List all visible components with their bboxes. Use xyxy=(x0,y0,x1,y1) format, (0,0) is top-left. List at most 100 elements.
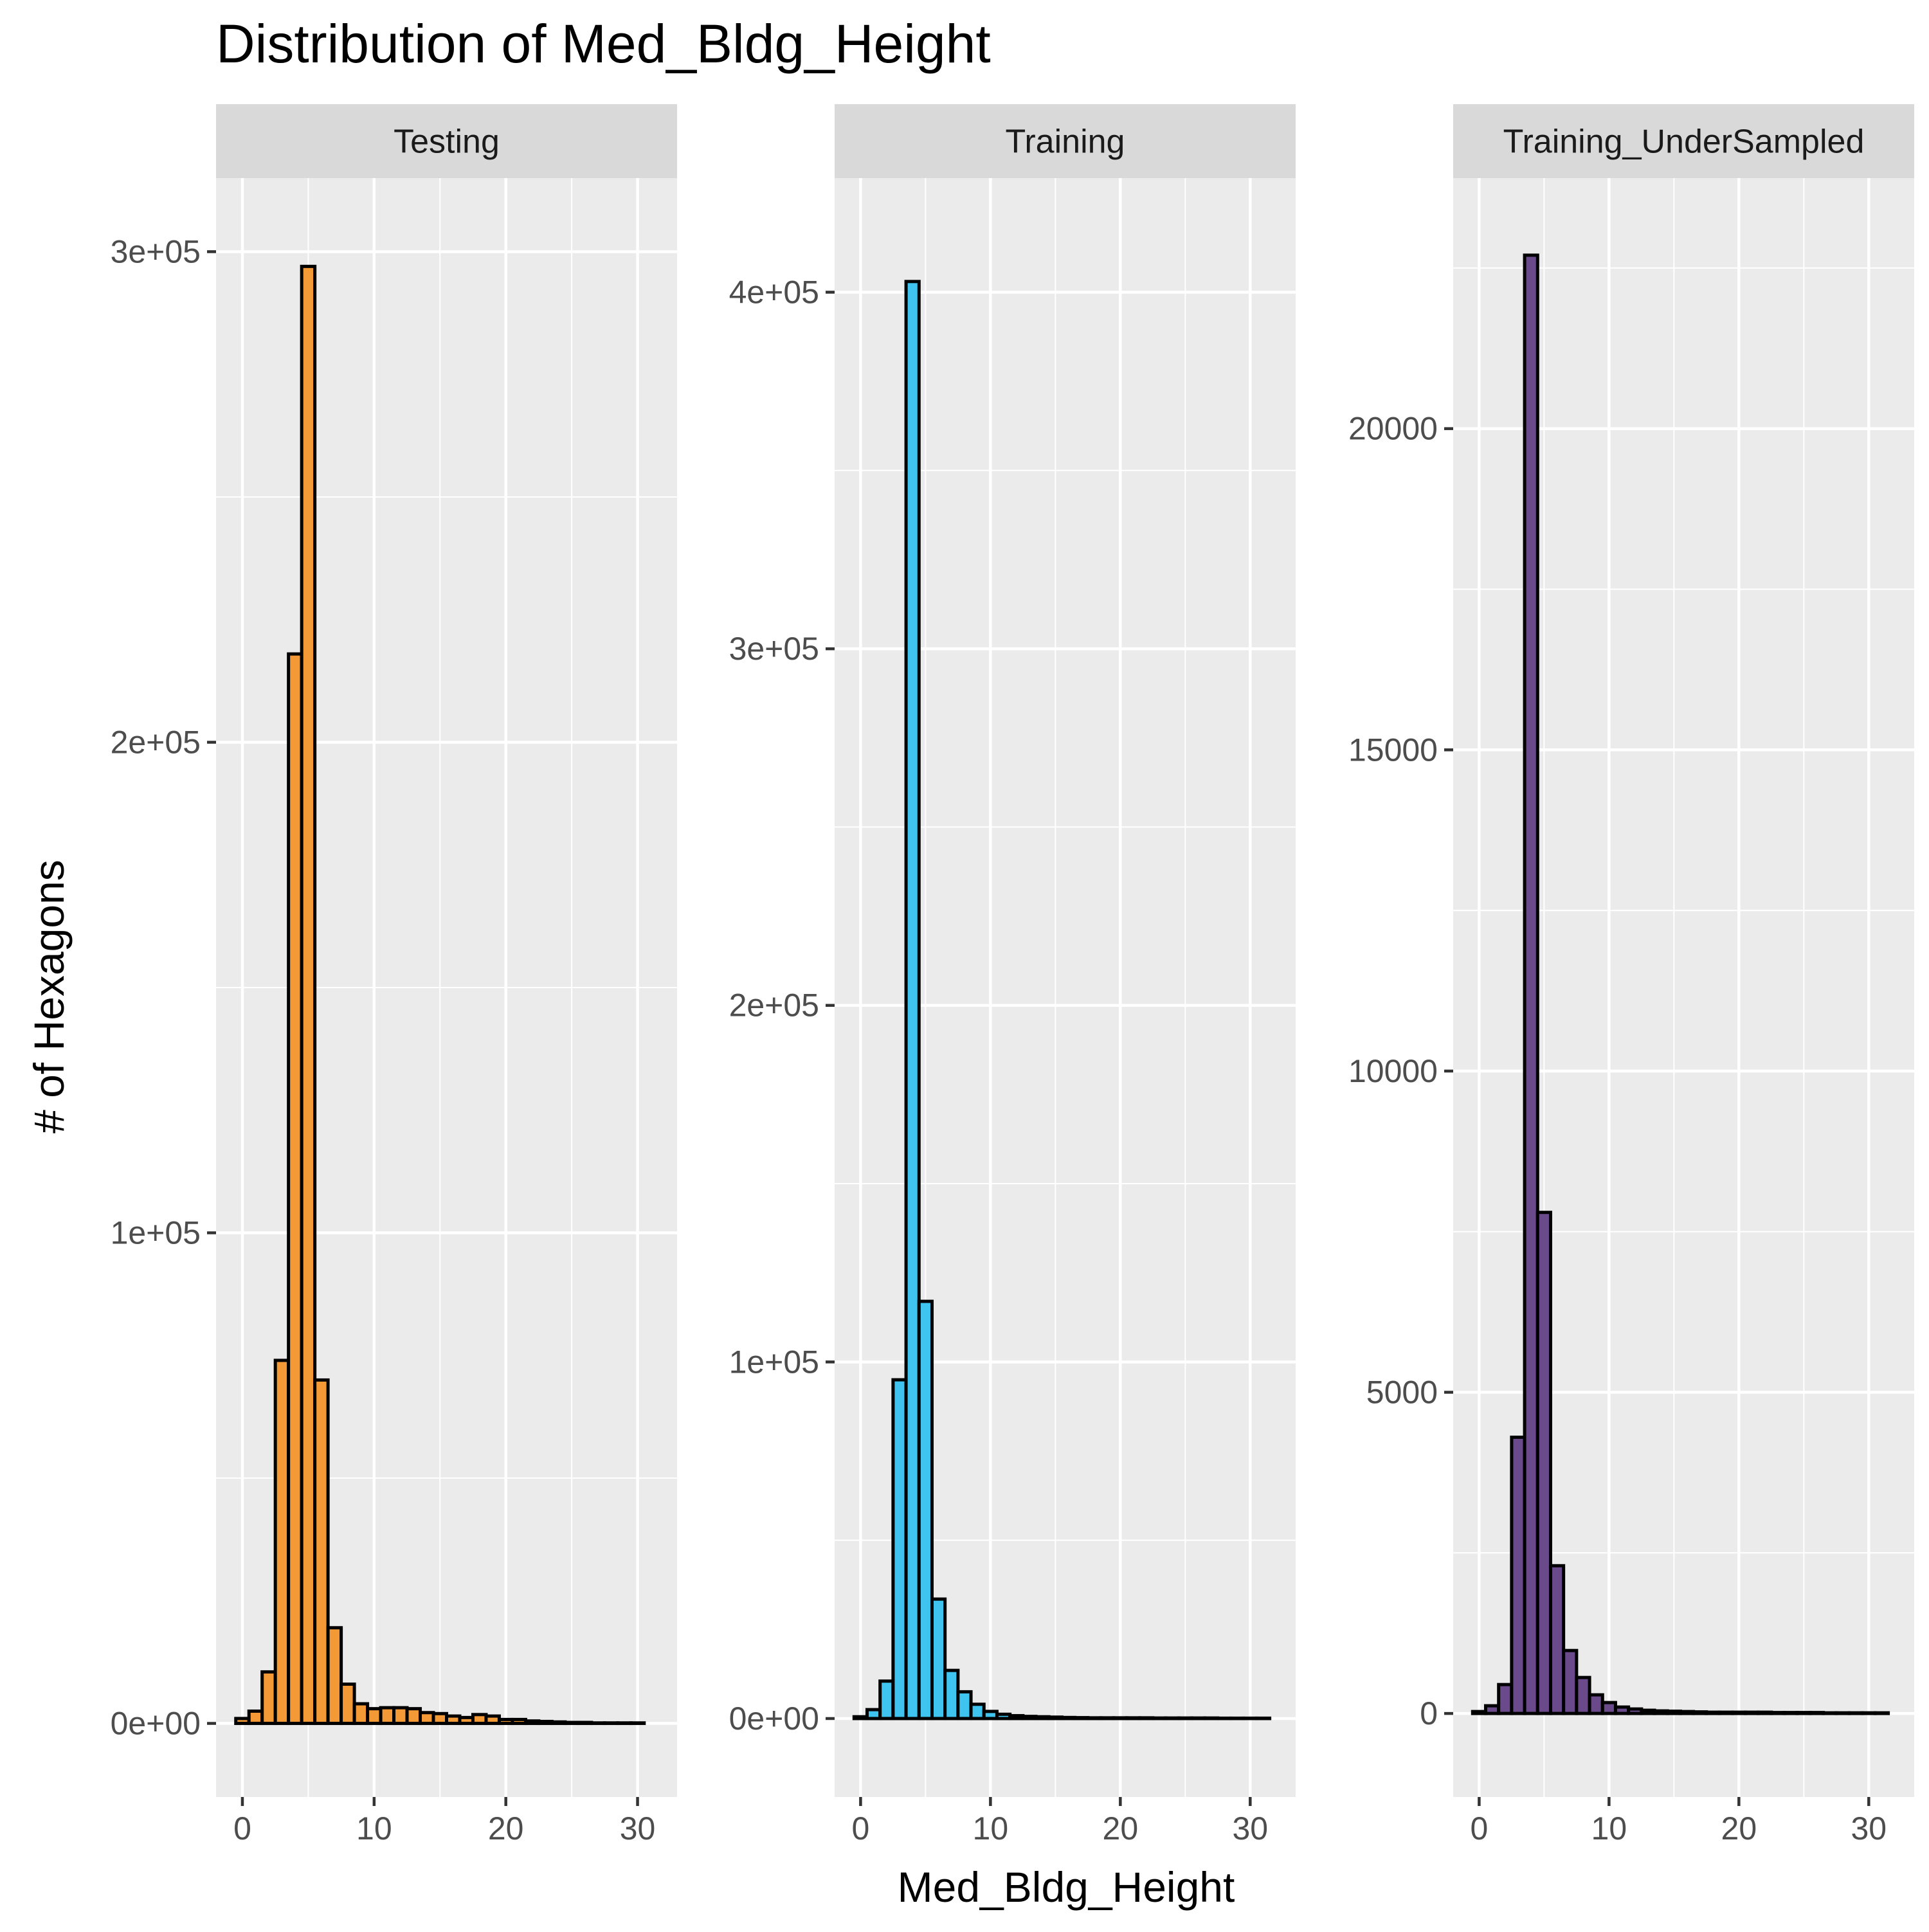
histogram-bar xyxy=(405,1707,422,1726)
histogram-bar xyxy=(1138,1716,1155,1720)
histogram-bar xyxy=(352,1702,370,1726)
histogram-bar xyxy=(392,1706,409,1726)
y-tick-label: 0 xyxy=(1420,1695,1438,1731)
y-tick-label: 10000 xyxy=(1348,1053,1438,1089)
y-axis-label: # of Hexagons xyxy=(25,860,73,1133)
x-axis-label: Med_Bldg_Height xyxy=(897,1863,1235,1911)
histogram-bar xyxy=(865,1708,882,1720)
histogram-bar xyxy=(419,1711,435,1726)
y-tick-label: 0e+00 xyxy=(729,1701,819,1737)
histogram-bar xyxy=(1600,1701,1617,1715)
histogram-bar xyxy=(956,1690,973,1720)
x-tick-label: 0 xyxy=(1470,1810,1488,1846)
x-tick-label: 10 xyxy=(1591,1810,1627,1846)
histogram-bar xyxy=(1743,1710,1761,1715)
histogram-bar xyxy=(273,1359,291,1726)
histogram-bar xyxy=(484,1714,501,1726)
histogram-bar xyxy=(550,1720,567,1726)
histogram-bar xyxy=(1653,1709,1669,1715)
x-tick-label: 20 xyxy=(488,1810,524,1846)
y-tick-label: 2e+05 xyxy=(729,988,819,1024)
histogram-bar xyxy=(1008,1714,1025,1720)
histogram-bar xyxy=(1060,1715,1077,1720)
histogram-bar xyxy=(300,264,317,1726)
y-tick-label: 1e+05 xyxy=(729,1344,819,1380)
histogram-bar xyxy=(1099,1716,1116,1720)
histogram-bar xyxy=(590,1721,606,1726)
histogram-bar xyxy=(511,1717,527,1726)
histogram-bar xyxy=(1717,1710,1734,1715)
x-tick-label: 20 xyxy=(1721,1810,1757,1846)
histogram-bar xyxy=(1254,1716,1272,1720)
panel-strip xyxy=(835,104,1296,178)
histogram-bar xyxy=(1535,1211,1552,1715)
histogram-bar xyxy=(1047,1715,1064,1720)
x-tick-label: 30 xyxy=(620,1810,656,1846)
panel-strip xyxy=(1453,104,1914,178)
histogram-bar xyxy=(930,1597,947,1720)
histogram-bar xyxy=(1034,1715,1051,1720)
y-tick-label: 4e+05 xyxy=(729,274,819,310)
histogram-bar xyxy=(1112,1716,1128,1720)
x-tick-label: 30 xyxy=(1232,1810,1268,1846)
histogram-bar xyxy=(563,1720,580,1726)
histogram-bar xyxy=(1073,1716,1090,1720)
histogram-bar xyxy=(234,1717,251,1726)
panel-2: Training_UnderSampled 0 5000 10000 15000 2000… xyxy=(1348,104,1914,1846)
histogram-bar xyxy=(1216,1716,1233,1720)
histogram-bar xyxy=(1523,253,1539,1715)
histogram-bar xyxy=(1613,1705,1631,1715)
x-tick-label: 30 xyxy=(1851,1810,1887,1846)
histogram-bar xyxy=(616,1721,633,1726)
histogram-bar xyxy=(1730,1710,1747,1715)
histogram-bar xyxy=(878,1679,895,1720)
histogram-bar xyxy=(523,1719,541,1726)
histogram-bar xyxy=(1125,1716,1142,1720)
histogram-bar xyxy=(602,1721,620,1726)
y-tick-label: 15000 xyxy=(1348,732,1438,768)
histogram-bar xyxy=(1086,1716,1103,1720)
histogram-bar xyxy=(1757,1710,1773,1715)
histogram-bar xyxy=(1177,1716,1193,1720)
y-tick-label: 3e+05 xyxy=(111,233,201,269)
histogram-bar xyxy=(1692,1710,1708,1715)
histogram-bar xyxy=(471,1713,488,1726)
histogram-bar xyxy=(458,1715,475,1726)
y-tick-label: 2e+05 xyxy=(111,724,201,760)
y-tick-label: 1e+05 xyxy=(111,1215,201,1251)
histogram-bar xyxy=(1021,1715,1038,1720)
histogram-bar xyxy=(326,1626,343,1726)
y-tick-label: 5000 xyxy=(1366,1375,1438,1411)
y-tick-label: 20000 xyxy=(1348,411,1438,447)
panel-1: Training 0e+00 1e+05 2e+05 3e+05 4e+05 0 10 20 30 xyxy=(729,104,1296,1846)
histogram-bar xyxy=(1242,1716,1258,1720)
histogram-bar xyxy=(366,1707,383,1726)
panel-strip-label: Testing xyxy=(394,123,500,161)
histogram-bar xyxy=(1483,1704,1501,1715)
histogram-bar xyxy=(445,1714,462,1726)
panel-strip xyxy=(216,104,677,178)
histogram-bar xyxy=(629,1721,646,1726)
histogram-bar xyxy=(1705,1710,1721,1715)
histogram-bar xyxy=(1471,1710,1487,1715)
histogram-bar xyxy=(891,1378,908,1720)
y-tick-label: 0e+00 xyxy=(111,1706,201,1742)
histogram-bar xyxy=(1562,1648,1579,1715)
histogram-bar xyxy=(537,1719,554,1726)
histogram-bar xyxy=(1665,1710,1682,1715)
histogram-bar xyxy=(995,1712,1012,1720)
histogram-bar xyxy=(1190,1716,1207,1720)
x-tick-label: 0 xyxy=(851,1810,869,1846)
histogram-bar xyxy=(982,1710,999,1720)
histogram-bar xyxy=(379,1706,396,1726)
histogram-bar xyxy=(943,1668,960,1720)
histogram-bar xyxy=(431,1711,448,1726)
chart-title: Distribution of Med_Bldg_Height xyxy=(216,14,991,74)
histogram-bar xyxy=(1510,1435,1526,1715)
panel-strip-label: Training_UnderSampled xyxy=(1503,123,1865,161)
histogram-bar xyxy=(1627,1707,1644,1715)
histogram-bar xyxy=(287,652,303,1726)
histogram-bar xyxy=(497,1717,514,1726)
